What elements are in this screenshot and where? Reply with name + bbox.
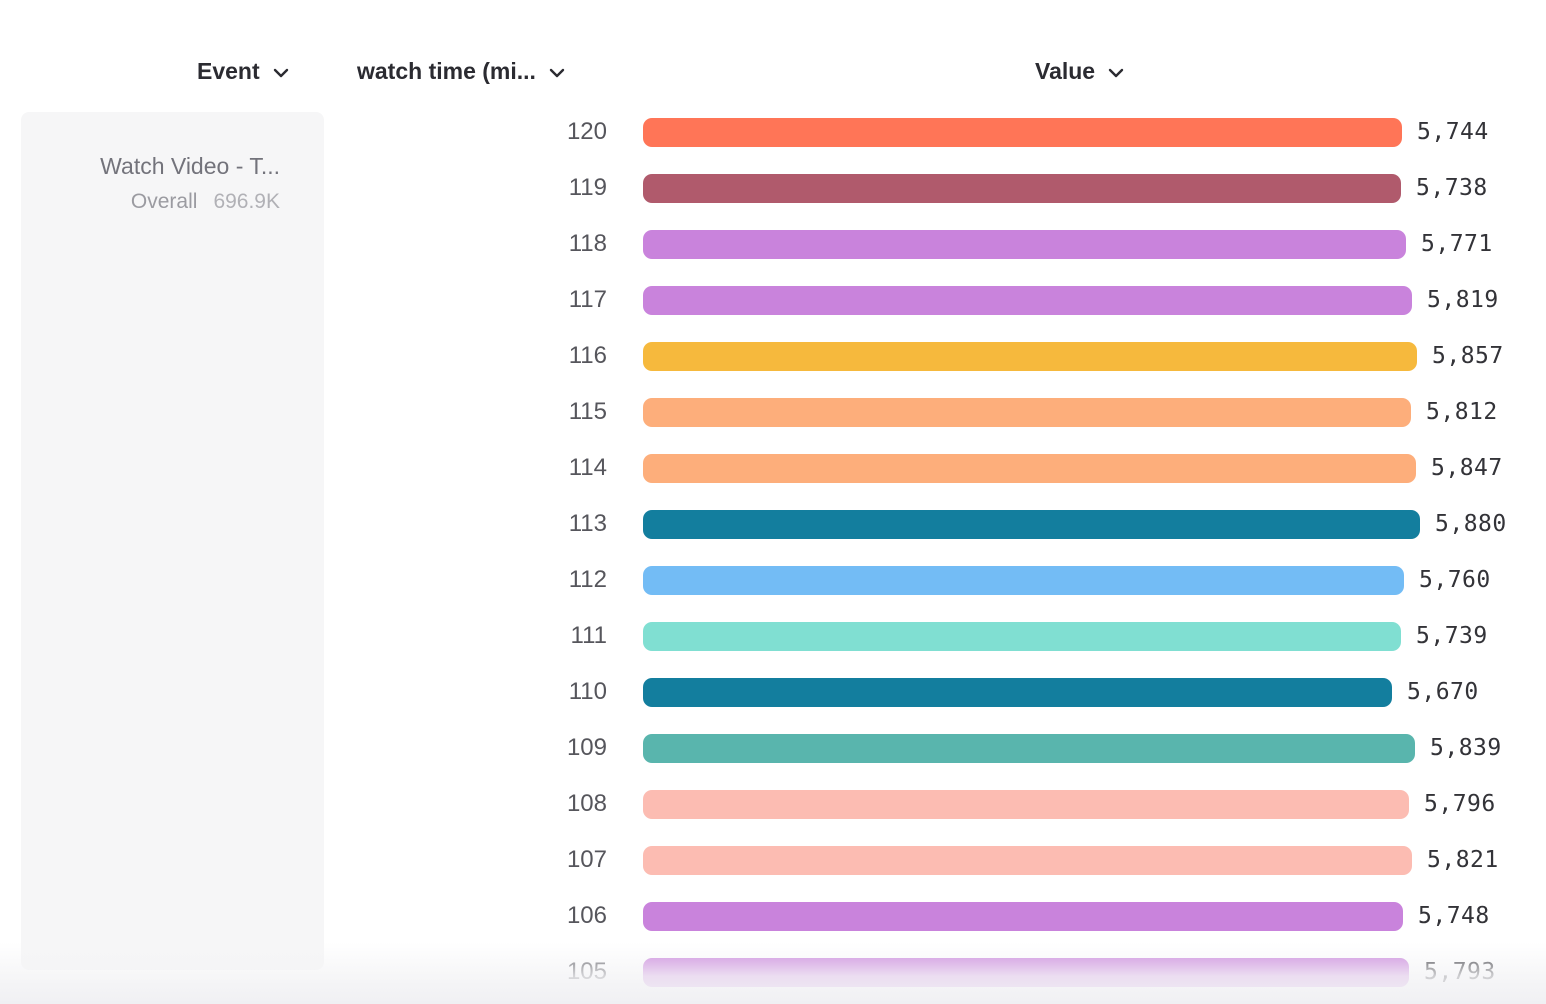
- bar[interactable]: [643, 453, 1416, 483]
- bar-row: 105 5,793: [0, 944, 1546, 1000]
- bar-category-label: 113: [568, 510, 607, 537]
- bar-category-label: 105: [566, 958, 607, 985]
- bar[interactable]: [643, 173, 1401, 203]
- bar-value-label: 5,821: [1427, 847, 1499, 873]
- bar[interactable]: [643, 117, 1402, 147]
- bar-category-label: 117: [568, 286, 607, 313]
- bar-row: 116 5,857: [0, 328, 1546, 384]
- overall-label: Overall: [130, 190, 198, 213]
- bar-row: 110 5,670: [0, 664, 1546, 720]
- bar[interactable]: [643, 957, 1409, 987]
- bar-row: 111 5,739: [0, 608, 1546, 664]
- bar-category-label: 106: [566, 902, 607, 929]
- bar-row: 117 5,819: [0, 272, 1546, 328]
- chevron-down-icon: [1108, 68, 1124, 78]
- bar-row: 108 5,796: [0, 776, 1546, 832]
- bar-category-label: 111: [570, 622, 607, 649]
- bar-row: 115 5,812: [0, 384, 1546, 440]
- bar-value-label: 5,739: [1416, 623, 1488, 649]
- column-header-event-label: Event: [197, 58, 260, 84]
- bar-category-label: 119: [568, 174, 607, 201]
- chevron-down-icon: [549, 68, 565, 78]
- bar-category-label: 110: [568, 678, 607, 705]
- column-header-value-label: Value: [1035, 58, 1096, 84]
- bar[interactable]: [643, 621, 1401, 651]
- bar-chart: 120 5,744 119 5,738 118 5,771 117 5,819 116 5,857…: [0, 104, 1546, 1000]
- bar-row: 119 5,738: [0, 160, 1546, 216]
- bar-row: 107 5,821: [0, 832, 1546, 888]
- bar-value-label: 5,748: [1418, 903, 1490, 929]
- bar-row: 118 5,771: [0, 216, 1546, 272]
- bar[interactable]: [643, 397, 1411, 427]
- bar[interactable]: [643, 565, 1404, 595]
- bar-value-label: 5,796: [1424, 791, 1496, 817]
- bar[interactable]: [643, 341, 1417, 371]
- bar[interactable]: [643, 901, 1403, 931]
- bar-category-label: 116: [568, 342, 607, 369]
- bar-value-label: 5,738: [1416, 175, 1488, 201]
- bar[interactable]: [643, 509, 1420, 539]
- bar-value-label: 5,847: [1431, 455, 1503, 481]
- bar-value-label: 5,857: [1432, 343, 1504, 369]
- bar-value-label: 5,812: [1426, 399, 1498, 425]
- bar-value-label: 5,819: [1427, 287, 1499, 313]
- bar-category-label: 120: [566, 118, 607, 145]
- bar-row: 113 5,880: [0, 496, 1546, 552]
- bar[interactable]: [643, 789, 1409, 819]
- bar[interactable]: [643, 229, 1406, 259]
- bar-row: 109 5,839: [0, 720, 1546, 776]
- bar-value-label: 5,793: [1424, 959, 1496, 985]
- bar[interactable]: [643, 733, 1415, 763]
- bar-category-label: 118: [568, 230, 607, 257]
- event-title: Watch Video - T...: [100, 153, 280, 179]
- bar-category-label: 107: [566, 846, 607, 873]
- bar[interactable]: [643, 845, 1412, 875]
- bar-value-label: 5,744: [1417, 119, 1489, 145]
- bar-row: 120 5,744: [0, 104, 1546, 160]
- bar-row: 106 5,748: [0, 888, 1546, 944]
- bar-value-label: 5,839: [1430, 735, 1502, 761]
- bar-value-label: 5,760: [1419, 567, 1491, 593]
- event-overall-row: Overall 696.9K: [37, 189, 280, 214]
- bar-category-label: 115: [568, 398, 607, 425]
- bar-category-label: 108: [566, 790, 607, 817]
- bar[interactable]: [643, 677, 1392, 707]
- bar-row: 112 5,760: [0, 552, 1546, 608]
- bar-category-label: 112: [568, 566, 607, 593]
- overall-value: 696.9K: [213, 190, 280, 213]
- bar-value-label: 5,670: [1407, 679, 1479, 705]
- chevron-down-icon: [273, 68, 288, 78]
- column-header-value[interactable]: Value: [1035, 58, 1124, 85]
- event-card[interactable]: Watch Video - T... Overall 696.9K: [21, 112, 324, 970]
- column-header-event[interactable]: Event: [197, 58, 289, 85]
- bar[interactable]: [643, 285, 1412, 315]
- column-header-watch-time[interactable]: watch time (mi...: [357, 58, 565, 85]
- bar-category-label: 109: [566, 734, 607, 761]
- bar-row: 114 5,847: [0, 440, 1546, 496]
- bar-value-label: 5,880: [1435, 511, 1507, 537]
- column-header-watch-time-label: watch time (mi...: [357, 58, 536, 84]
- bar-value-label: 5,771: [1421, 231, 1493, 257]
- bar-category-label: 114: [568, 454, 607, 481]
